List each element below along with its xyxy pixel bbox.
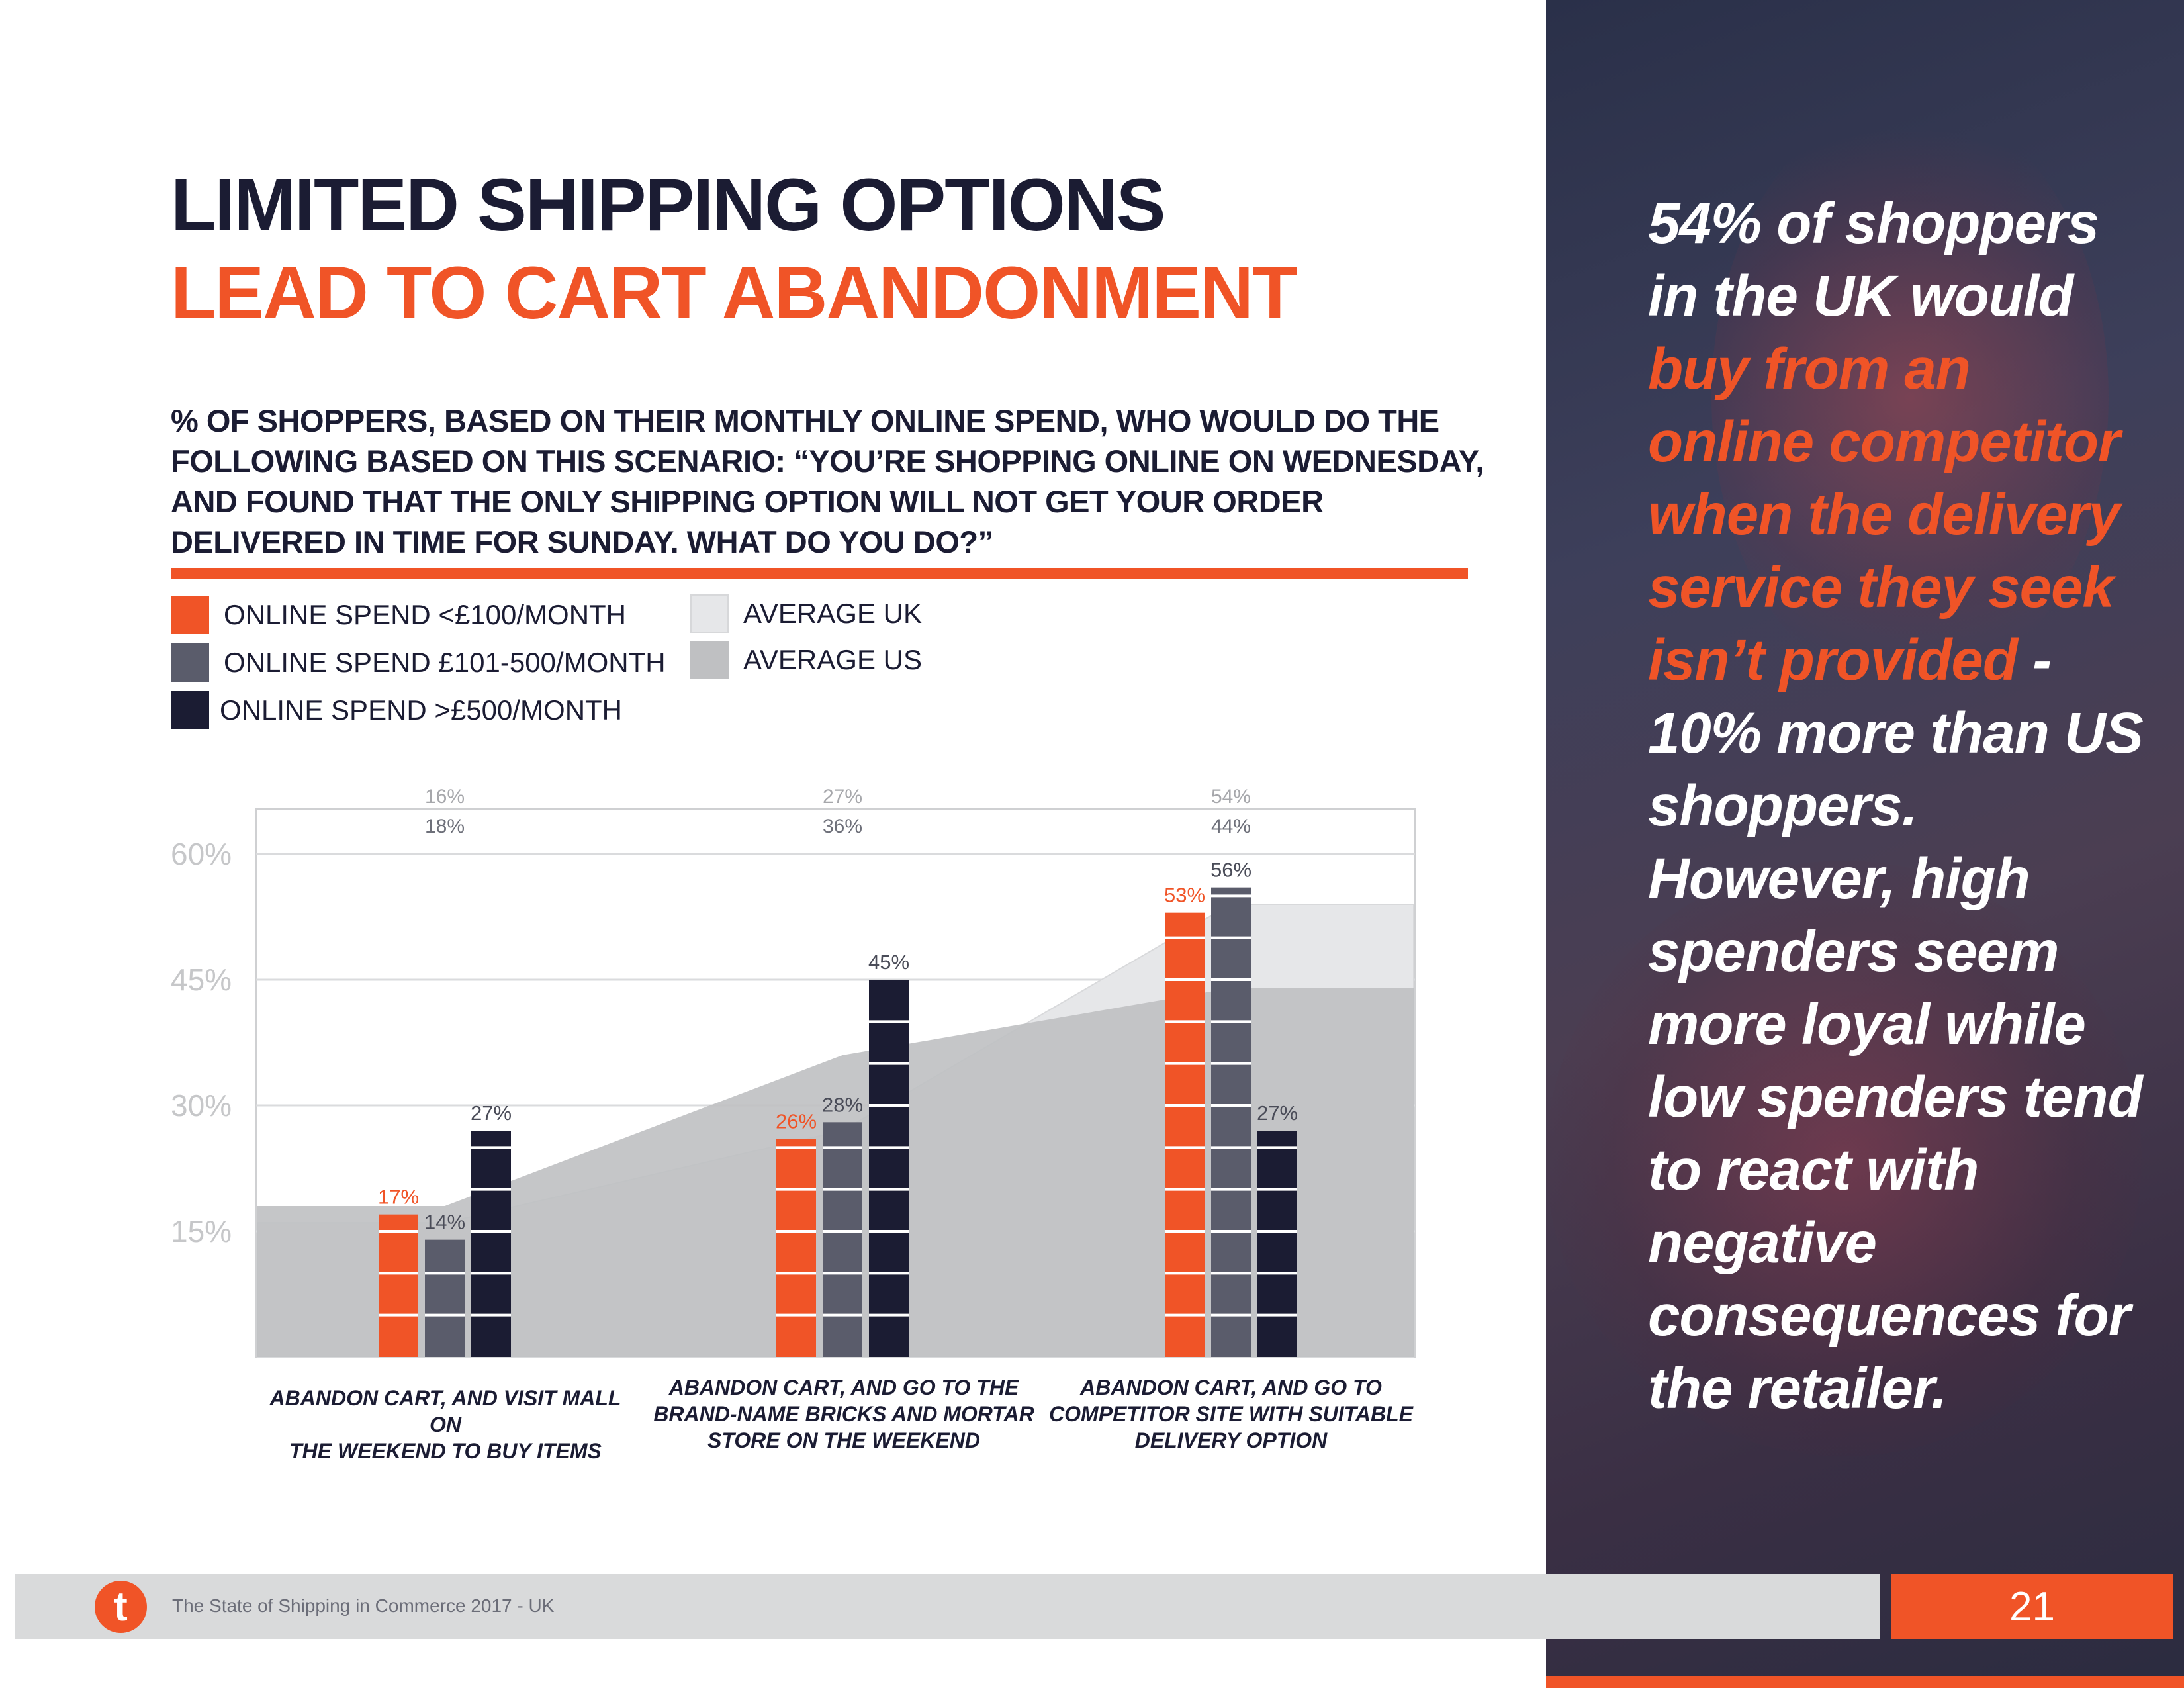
bar-value-label: 45% (868, 951, 909, 974)
bar-chart: 15% 30% 45% 60% 17% 26% 53% 14% 28% 56% 27% 45% 27% 1… (171, 786, 1416, 1358)
average-uk-label: 54% (1211, 786, 1251, 808)
bar-value-label: 27% (471, 1102, 512, 1125)
bar-value-label: 26% (776, 1110, 817, 1133)
bar-value-label: 27% (1257, 1102, 1298, 1125)
average-uk-label: 27% (823, 786, 862, 808)
average-uk-label: 16% (425, 786, 465, 808)
legend-swatch-high-spend (171, 691, 209, 729)
category-label-store: ABANDON CART, AND GO TO THE BRAND-NAME B… (652, 1374, 1036, 1454)
chart-subtitle: % OF SHOPPERS, BASED ON THEIR MONTHLY ON… (171, 403, 1484, 559)
bar-mid-spend-cat3 (1211, 887, 1251, 1357)
bar-value-label: 17% (378, 1186, 419, 1209)
bar-value-label: 14% (424, 1211, 465, 1234)
average-us-label: 18% (425, 816, 465, 837)
title-line2: LEAD TO CART ABANDONMENT (171, 252, 1297, 334)
bar-high-spend-cat3 (1257, 1131, 1297, 1357)
legend-label-high-spend: ONLINE SPEND >£500/MONTH (220, 694, 623, 726)
bar-high-spend-cat2 (869, 980, 909, 1357)
bar-mid-spend-cat2 (823, 1122, 862, 1357)
title-line1: LIMITED SHIPPING OPTIONS (171, 164, 1165, 246)
divider-rule (171, 568, 1468, 579)
footer-bar (15, 1574, 1880, 1639)
legend-label-average-uk: AVERAGE UK (743, 598, 922, 629)
pull-quote-intro: 54% of shoppers in the UK would (1648, 191, 2099, 328)
bar-mid-spend-cat1 (425, 1239, 465, 1357)
average-us-label: 36% (823, 816, 862, 837)
legend-label-mid-spend: ONLINE SPEND £101-500/MONTH (224, 647, 666, 678)
legend-swatch-low-spend (171, 596, 209, 634)
photo-background-panel (1546, 0, 2184, 1688)
bar-high-spend-cat1 (471, 1131, 511, 1357)
y-tick-label: 15% (171, 1214, 232, 1248)
category-label-mall-line1: ABANDON CART, AND VISIT MALL ON (269, 1386, 621, 1436)
bar-low-spend-cat1 (379, 1214, 418, 1357)
legend-item-average-uk: AVERAGE UK (690, 594, 922, 633)
footer-publication-title: The State of Shipping in Commerce 2017 -… (172, 1595, 555, 1616)
pull-quote-outro: - 10% more than US shoppers. However, hi… (1648, 628, 2144, 1421)
average-us-label: 44% (1211, 816, 1251, 837)
page-number-box: 21 (1891, 1574, 2173, 1639)
legend-item-average-us: AVERAGE US (690, 641, 922, 679)
bar-value-label: 28% (822, 1093, 863, 1116)
y-tick-label: 60% (171, 837, 232, 871)
pull-quote-highlight: buy from an online competitor when the d… (1648, 337, 2120, 692)
page-number: 21 (2009, 1583, 2055, 1630)
category-label-competitor-line3: DELIVERY OPTION (1134, 1429, 1328, 1452)
legend-label-low-spend: ONLINE SPEND <£100/MONTH (224, 599, 627, 630)
category-label-store-line1: ABANDON CART, AND GO TO THE (668, 1376, 1019, 1399)
category-label-mall: ABANDON CART, AND VISIT MALL ON THE WEEK… (257, 1385, 634, 1464)
panel-bottom-band (1546, 1676, 2184, 1688)
pull-quote: 54% of shoppers in the UK would buy from… (1648, 187, 2151, 1425)
photo-blur-highlight (1711, 99, 2109, 695)
legend-label-average-us: AVERAGE US (743, 644, 922, 675)
y-tick-label: 30% (171, 1088, 232, 1123)
category-label-competitor: ABANDON CART, AND GO TO COMPETITOR SITE … (1039, 1374, 1423, 1454)
photo-blur-shadow (1546, 861, 2142, 1456)
category-label-store-line3: STORE ON THE WEEKEND (707, 1429, 980, 1452)
category-label-store-line2: BRAND-NAME BRICKS AND MORTAR (653, 1402, 1034, 1426)
category-label-competitor-line2: COMPETITOR SITE WITH SUITABLE (1049, 1402, 1413, 1426)
category-label-mall-line2: THE WEEKEND TO BUY ITEMS (289, 1439, 602, 1463)
legend-swatch-mid-spend (171, 643, 209, 682)
brand-logo-icon: t (95, 1581, 147, 1633)
bar-value-label: 56% (1210, 859, 1251, 882)
legend-item-mid-spend: ONLINE SPEND £101-500/MONTH (171, 643, 666, 682)
category-label-competitor-line1: ABANDON CART, AND GO TO (1080, 1376, 1382, 1399)
legend-swatch-average-us (690, 641, 729, 679)
legend-item-high-spend: ONLINE SPEND >£500/MONTH (171, 691, 622, 729)
legend-item-low-spend: ONLINE SPEND <£100/MONTH (171, 596, 626, 634)
bar-low-spend-cat2 (776, 1139, 816, 1357)
bar-low-spend-cat3 (1165, 912, 1205, 1357)
y-tick-label: 45% (171, 962, 232, 997)
bar-value-label: 53% (1164, 884, 1205, 907)
legend-swatch-average-uk (690, 594, 729, 633)
